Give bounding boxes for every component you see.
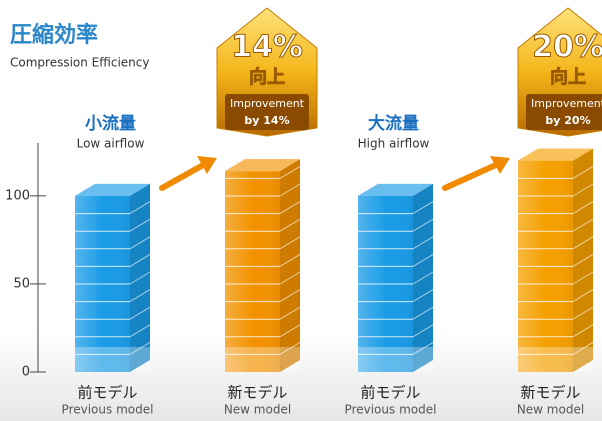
x-tick-sublabel: New model — [224, 403, 291, 417]
badge-note: by 14% — [244, 114, 289, 127]
bar-base-fade — [75, 347, 150, 372]
x-tick-sublabel: Previous model — [345, 403, 437, 417]
bar-base-fade — [358, 347, 433, 372]
y-tick-label: 0 — [22, 365, 30, 380]
x-tick-label: 新モデル — [520, 384, 580, 402]
chart: 圧縮効率 Compression Efficiency 050100前モデルPr… — [0, 0, 602, 421]
badge-label: 向上 — [249, 66, 285, 88]
x-tick-sublabel: New model — [517, 403, 584, 417]
badge-label: 向上 — [550, 66, 586, 88]
badge-note: by 20% — [545, 114, 590, 127]
bar-base-fade — [518, 347, 593, 372]
x-tick-label: 新モデル — [227, 384, 287, 402]
x-tick-label: 前モデル — [360, 384, 420, 402]
group-sublabel: High airflow — [358, 137, 430, 151]
y-tick-label: 100 — [5, 188, 30, 203]
chart-title: 圧縮効率 — [10, 22, 98, 48]
group-label: 大流量 — [368, 113, 419, 134]
badge-note: Improvement — [230, 97, 305, 110]
bar-side-shade — [280, 159, 300, 372]
badge-note: Improvement — [531, 97, 602, 110]
y-tick-label: 50 — [13, 276, 30, 291]
arrow — [445, 164, 498, 188]
arrow — [162, 164, 205, 188]
bar-base-fade — [225, 347, 300, 372]
chart-subtitle: Compression Efficiency — [10, 56, 149, 70]
badge-value: 20% — [532, 30, 602, 65]
group-label: 小流量 — [85, 113, 136, 134]
x-tick-label: 前モデル — [77, 384, 137, 402]
x-tick-sublabel: Previous model — [62, 403, 154, 417]
group-sublabel: Low airflow — [77, 137, 145, 151]
bar-shine — [225, 171, 280, 372]
badge-value: 14% — [231, 30, 303, 65]
